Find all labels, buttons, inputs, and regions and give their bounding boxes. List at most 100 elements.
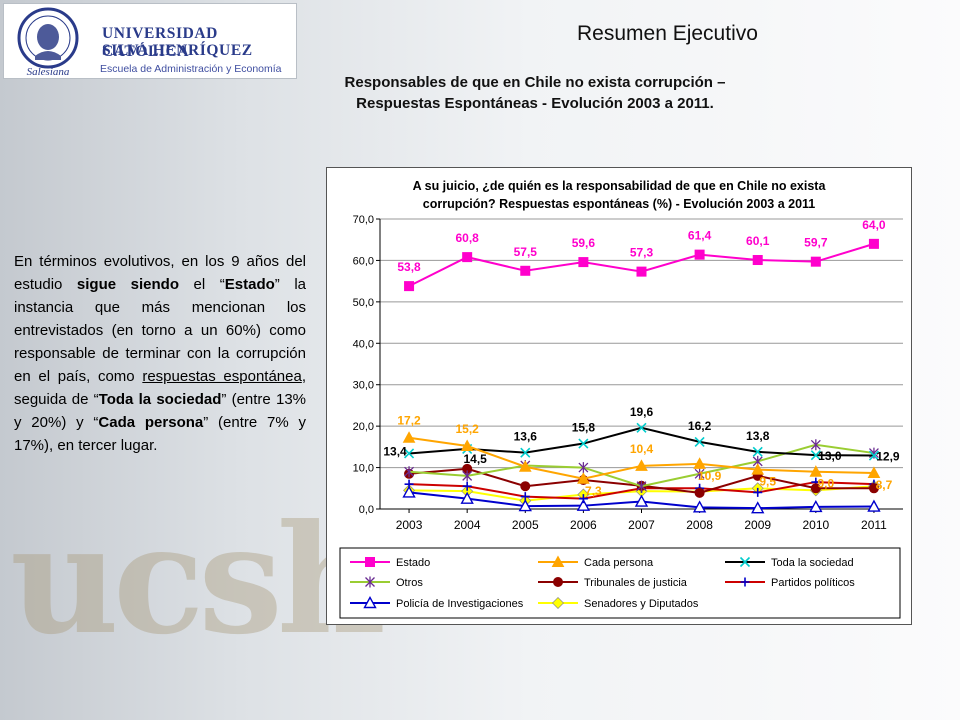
legend-label-partidos-politicos: Partidos políticos <box>771 577 855 589</box>
ucsh-watermark: ucsh <box>10 492 386 668</box>
data-point-policia-de-investigaciones <box>402 485 416 498</box>
data-point-otros <box>578 462 589 474</box>
data-point-toda-la-sociedad <box>810 450 821 461</box>
data-point-tribunales-de-justicia <box>810 483 821 494</box>
y-tick-label: 70,0 <box>353 214 374 226</box>
school-name: Escuela de Administración y Economía <box>100 63 282 75</box>
legend-marker-partidos-politicos <box>740 577 750 587</box>
data-label: 53,8 <box>397 260 421 274</box>
university-name-line2: SILVA HENRÍQUEZ <box>102 42 253 59</box>
chart-title-line1: A su juicio, ¿de quién es la responsabil… <box>413 179 827 193</box>
text-run: el “ <box>179 276 225 293</box>
data-point-toda-la-sociedad <box>578 438 589 449</box>
data-point-partidos-politicos <box>520 492 530 502</box>
x-tick-label: 2005 <box>512 518 539 532</box>
data-label: 15,2 <box>455 422 479 436</box>
data-point-otros <box>404 466 415 478</box>
legend-label-otros: Otros <box>396 577 423 589</box>
text-run: En términos evolutivos, en los 9 años de… <box>14 253 306 293</box>
data-point-cada-persona <box>751 463 765 475</box>
data-label: 15,8 <box>572 421 596 435</box>
x-tick-label: 2010 <box>802 518 829 532</box>
data-point-policia-de-investigaciones <box>518 499 532 512</box>
text-underline: respuestas espontánea <box>142 368 302 385</box>
y-tick-label: 30,0 <box>353 380 374 392</box>
data-point-estado <box>752 255 763 266</box>
data-label: 19,6 <box>630 405 654 419</box>
data-point-policia-de-investigaciones <box>809 499 823 513</box>
data-point-estado <box>462 252 473 263</box>
data-label: 13,6 <box>514 430 538 444</box>
data-point-tribunales-de-justicia <box>868 483 879 494</box>
data-label: 10,4 <box>630 442 654 456</box>
seal-text: Salesiana <box>27 66 70 78</box>
data-point-cada-persona <box>518 460 532 472</box>
data-point-toda-la-sociedad <box>636 422 647 433</box>
data-label: 9,0 <box>817 477 834 491</box>
chart-container: A su juicio, ¿de quién es la responsabil… <box>326 167 912 625</box>
y-tick-label: 60,0 <box>353 255 374 267</box>
legend-label-cada-persona: Cada persona <box>584 557 654 569</box>
data-point-policia-de-investigaciones <box>751 501 765 514</box>
legend-marker-otros <box>365 576 375 588</box>
text-run: ” (entre 13% y 20%) y “ <box>14 391 306 431</box>
y-tick-label: 50,0 <box>353 297 374 309</box>
data-point-cada-persona <box>402 431 416 443</box>
y-tick-label: 20,0 <box>353 421 374 433</box>
data-point-policia-de-investigaciones <box>576 498 591 511</box>
data-point-partidos-politicos <box>462 481 472 491</box>
legend-marker-cada-persona <box>551 555 565 567</box>
data-point-policia-de-investigaciones <box>692 500 707 513</box>
data-point-otros <box>810 439 821 451</box>
data-label: 9,5 <box>759 475 776 489</box>
data-point-estado <box>810 256 821 267</box>
text-bold: Estado <box>224 276 275 293</box>
data-point-tribunales-de-justicia <box>694 487 705 498</box>
data-label: 16,2 <box>688 419 712 433</box>
data-label: 7,3 <box>585 484 602 498</box>
data-point-otros <box>636 480 647 492</box>
legend-label-tribunales-de-justicia: Tribunales de justicia <box>584 577 688 589</box>
data-point-estado <box>404 281 415 292</box>
legend-marker-estado <box>365 557 375 567</box>
x-tick-label: 2007 <box>628 518 655 532</box>
university-logo: Salesiana UNIVERSIDAD CATÓLICA SILVA HEN… <box>3 3 297 79</box>
data-point-tribunales-de-justicia <box>520 481 531 492</box>
legend-label-policia-de-investigaciones: Policía de Investigaciones <box>396 598 524 610</box>
university-seal: Salesiana <box>17 7 79 78</box>
x-tick-label: 2006 <box>570 518 597 532</box>
summary-paragraph: En términos evolutivos, en los 9 años de… <box>14 250 306 457</box>
data-label: 61,4 <box>688 229 712 243</box>
x-tick-label: 2008 <box>686 518 713 532</box>
legend-marker-policia-de-investigaciones <box>363 596 377 609</box>
data-label: 12,9 <box>876 450 900 464</box>
text-bold: sigue siendo <box>76 276 179 293</box>
data-point-cada-persona <box>460 439 474 452</box>
subtitle-line1: Responsables de que en Chile no exista c… <box>344 74 726 91</box>
data-point-estado <box>636 266 647 277</box>
data-label: 57,5 <box>514 245 538 259</box>
data-label: 13,0 <box>818 449 842 463</box>
data-label: 59,6 <box>572 236 596 250</box>
data-label: 8,7 <box>876 478 893 492</box>
data-point-policia-de-investigaciones <box>634 494 649 507</box>
x-tick-label: 2011 <box>861 518 887 532</box>
legend-label-senadores-y-diputados: Senadores y Diputados <box>584 598 699 610</box>
page-title: Resumen Ejecutivo <box>577 22 758 45</box>
data-label: 59,7 <box>804 236 828 250</box>
legend-marker-tribunales-de-justicia <box>553 577 563 587</box>
data-point-cada-persona <box>693 457 706 469</box>
text-run: ” (entre 7% y 17%), en tercer lugar. <box>14 414 307 454</box>
data-point-toda-la-sociedad <box>403 448 415 459</box>
data-label: 60,8 <box>455 231 479 245</box>
legend-marker-toda-la-sociedad <box>739 556 751 568</box>
text-bold: Cada persona <box>98 414 204 431</box>
data-label: 10,9 <box>698 469 722 483</box>
y-tick-label: 10,0 <box>353 463 374 475</box>
data-point-otros <box>462 470 473 482</box>
data-point-partidos-politicos <box>753 487 763 497</box>
subtitle-line2: Respuestas Espontáneas - Evolución 2003 … <box>356 95 714 112</box>
data-point-estado <box>578 257 589 268</box>
data-point-toda-la-sociedad <box>694 436 705 447</box>
slide-subtitle: Responsables de que en Chile no exista c… <box>300 72 770 114</box>
